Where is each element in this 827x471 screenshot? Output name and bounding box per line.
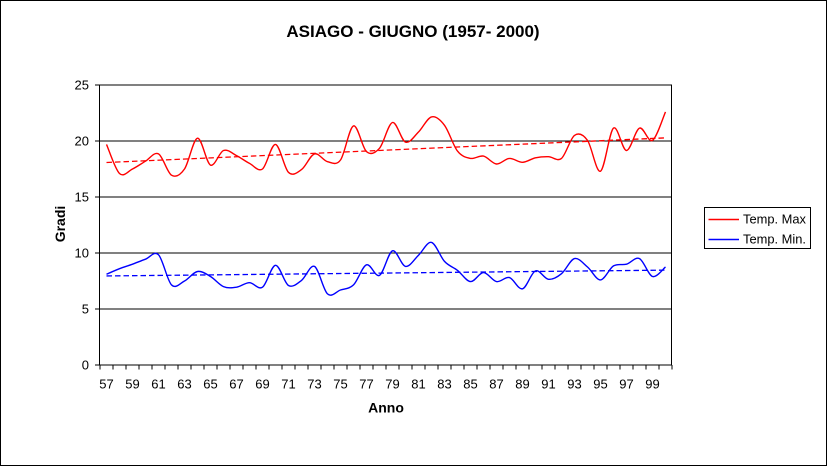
svg-text:65: 65 <box>203 377 217 392</box>
svg-text:73: 73 <box>307 377 321 392</box>
svg-text:25: 25 <box>75 78 89 93</box>
svg-text:Anno: Anno <box>368 400 404 416</box>
svg-text:20: 20 <box>75 134 89 149</box>
svg-text:75: 75 <box>333 377 347 392</box>
svg-text:10: 10 <box>75 246 89 261</box>
svg-text:59: 59 <box>125 377 139 392</box>
svg-text:ASIAGO - GIUGNO (1957- 2000): ASIAGO - GIUGNO (1957- 2000) <box>286 22 539 41</box>
svg-text:67: 67 <box>229 377 243 392</box>
svg-text:99: 99 <box>645 377 659 392</box>
svg-text:91: 91 <box>541 377 555 392</box>
svg-text:87: 87 <box>489 377 503 392</box>
svg-text:Temp. Min.: Temp. Min. <box>743 232 806 247</box>
svg-text:57: 57 <box>99 377 113 392</box>
svg-text:5: 5 <box>82 302 89 317</box>
svg-text:79: 79 <box>385 377 399 392</box>
svg-text:69: 69 <box>255 377 269 392</box>
svg-text:71: 71 <box>281 377 295 392</box>
svg-text:95: 95 <box>593 377 607 392</box>
svg-text:97: 97 <box>619 377 633 392</box>
svg-text:83: 83 <box>437 377 451 392</box>
svg-text:85: 85 <box>463 377 477 392</box>
svg-text:Temp. Max: Temp. Max <box>743 212 806 227</box>
svg-text:89: 89 <box>515 377 529 392</box>
svg-text:77: 77 <box>359 377 373 392</box>
svg-text:63: 63 <box>177 377 191 392</box>
svg-text:Gradi: Gradi <box>52 206 68 243</box>
svg-text:81: 81 <box>411 377 425 392</box>
svg-text:15: 15 <box>75 190 89 205</box>
svg-text:0: 0 <box>82 358 89 373</box>
svg-text:61: 61 <box>151 377 165 392</box>
svg-text:93: 93 <box>567 377 581 392</box>
